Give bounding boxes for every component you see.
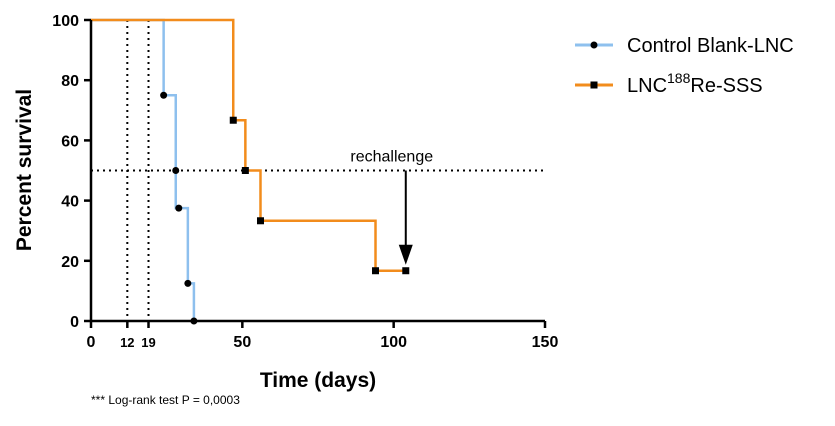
x-tick-label-minor: 19 (141, 335, 155, 350)
rechallenge-annotation: rechallenge (350, 149, 433, 265)
y-tick-label: 0 (70, 314, 79, 331)
x-tick-label: 0 (87, 334, 96, 351)
series-markers (160, 91, 410, 325)
annotation-label: rechallenge (350, 149, 433, 166)
legend-marker-0 (590, 41, 598, 49)
reference-lines (91, 20, 545, 321)
legend-marker-1 (590, 81, 598, 89)
data-point-marker (172, 167, 180, 174)
data-point-marker (256, 217, 264, 225)
x-axis-label: Time (days) (260, 369, 376, 392)
series-line-1 (91, 18, 406, 272)
x-tick-label: 150 (532, 334, 559, 351)
legend: Control Blank-LNC LNC188Re-SSS (575, 35, 794, 97)
data-point-marker (190, 317, 198, 325)
data-point-marker (184, 279, 192, 287)
y-axis-label: Percent survival (13, 89, 36, 251)
y-tick-label: 80 (61, 73, 79, 90)
footnote: *** Log-rank test P = 0,0003 (91, 393, 240, 407)
data-point-marker (241, 167, 249, 174)
x-tick-label: 50 (233, 334, 251, 351)
y-tick-label: 100 (52, 13, 79, 30)
legend-label-1: LNC188Re-SSS (627, 70, 763, 97)
axes: 0 20 40 60 80 100 0 50 100 150 12 19 (52, 13, 558, 351)
y-tick-label: 20 (61, 254, 79, 271)
x-tick-label-minor: 12 (120, 335, 134, 350)
data-point-marker (175, 204, 183, 212)
data-point-marker (402, 267, 410, 275)
x-tick-label: 100 (380, 334, 407, 351)
data-point-marker (229, 116, 237, 124)
y-tick-label: 60 (61, 133, 79, 150)
data-point-marker (372, 267, 380, 275)
data-point-marker (160, 91, 168, 99)
annotation-arrow-head (398, 244, 413, 265)
y-tick-label: 40 (61, 194, 79, 211)
legend-label-0: Control Blank-LNC (627, 35, 794, 57)
